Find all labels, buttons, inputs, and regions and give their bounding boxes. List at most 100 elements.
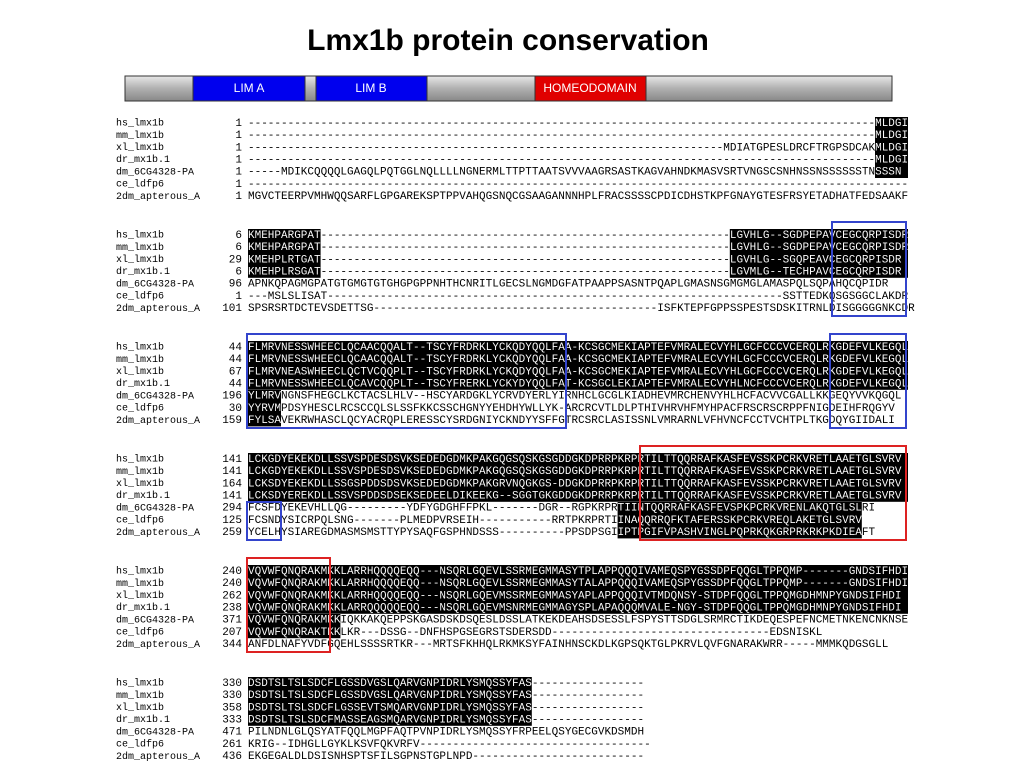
species-name: mm_lmx1b xyxy=(116,354,164,366)
start-position: 1 xyxy=(235,167,242,179)
domain-label: HOMEODOMAIN xyxy=(543,81,636,95)
domain-label: LIM B xyxy=(355,81,386,95)
conserved-shading xyxy=(248,389,281,427)
start-position: 67 xyxy=(229,366,242,378)
start-position: 6 xyxy=(235,267,242,279)
sequence: ----------------------------------------… xyxy=(248,142,908,154)
sequence: SPSRSRTDCTEVSDETTSG---------------------… xyxy=(248,303,915,315)
homeodomain xyxy=(534,75,647,102)
start-position: 333 xyxy=(222,715,242,727)
start-position: 1 xyxy=(235,191,242,203)
species-name: hs_lmx1b xyxy=(116,230,164,242)
species-name: 2dm_apterous_A xyxy=(116,191,200,203)
start-position: 101 xyxy=(222,303,242,315)
sequence: ----------------------------------------… xyxy=(248,155,908,167)
start-position: 240 xyxy=(222,566,242,578)
species-name: hs_lmx1b xyxy=(116,342,164,354)
start-position: 164 xyxy=(222,478,242,490)
conserved-shading xyxy=(248,613,341,639)
species-name: ce_ldfp6 xyxy=(116,515,164,527)
sequence: KRIG--IDHGLLGYKLKSVFQKVRFV--------------… xyxy=(248,739,651,751)
lim-a-domain xyxy=(192,75,306,102)
sequence: EKGEGALDLDSISNHSPTSFILSGPNSTGPLNPD------… xyxy=(248,751,644,763)
species-name: xl_lmx1b xyxy=(116,478,164,490)
species-name: mm_lmx1b xyxy=(116,242,164,254)
sequence: VQVWFQNQRAKMKKIQKKAKQEPPSKGASDSKDSQESLDS… xyxy=(248,615,909,627)
start-position: 371 xyxy=(222,615,242,627)
sequence: ---MSLSLISAT----------------------------… xyxy=(248,291,909,303)
species-name: ce_ldfp6 xyxy=(116,403,164,415)
conserved-shading xyxy=(248,229,321,278)
start-position: 125 xyxy=(222,515,242,527)
sequence: -----MDIKCQQQQLGAGQLPQTGGLNQLLLLNGNERMLT… xyxy=(248,167,902,179)
species-name: 2dm_apterous_A xyxy=(116,303,200,315)
start-position: 44 xyxy=(229,342,243,354)
homeodomain-box xyxy=(246,557,331,653)
species-name: dm_6CG4328-PA xyxy=(116,166,194,178)
species-name: hs_lmx1b xyxy=(116,118,164,130)
species-name: ce_ldfp6 xyxy=(116,627,164,639)
species-name: mm_lmx1b xyxy=(116,690,164,702)
species-name: dm_6CG4328-PA xyxy=(116,390,194,402)
start-position: 240 xyxy=(222,578,242,590)
sequence: APNKQPAGMGPATGTGMGTGTGHGPGPPNHTHCNRITLGE… xyxy=(248,279,889,291)
start-position: 1 xyxy=(235,130,242,142)
sequence: YLMRVNGNSFHEGCLKCTACSLHLV--HSCYARDGKLYCR… xyxy=(248,391,902,403)
start-position: 261 xyxy=(222,739,242,751)
motif-box xyxy=(831,221,907,317)
species-name: xl_lmx1b xyxy=(116,254,164,266)
start-position: 1 xyxy=(235,179,242,191)
sequence: YYRVMPDSYHESCLRCSCCQLSLSSFKKCSSCHGNYYEHD… xyxy=(248,403,895,415)
conserved-shading xyxy=(617,501,862,539)
start-position: 44 xyxy=(229,379,243,391)
species-name: 2dm_apterous_A xyxy=(116,639,200,651)
start-position: 29 xyxy=(229,254,242,266)
species-name: dr_mx1b.1 xyxy=(116,490,170,502)
conserved-shading xyxy=(248,677,532,726)
start-position: 141 xyxy=(222,454,242,466)
species-name: 2dm_apterous_A xyxy=(116,751,200,763)
species-name: hs_lmx1b xyxy=(116,454,164,466)
start-position: 259 xyxy=(222,527,242,539)
species-name: dm_6CG4328-PA xyxy=(116,278,194,290)
start-position: 96 xyxy=(229,279,242,291)
start-position: 141 xyxy=(222,491,242,503)
start-position: 344 xyxy=(222,639,242,651)
start-position: 6 xyxy=(235,230,242,242)
start-position: 159 xyxy=(222,415,242,427)
sequence: ----------------------------------------… xyxy=(248,179,908,191)
species-name: 2dm_apterous_A xyxy=(116,415,200,427)
homeodomain-box xyxy=(639,445,907,541)
start-position: 436 xyxy=(222,751,242,763)
motif-box xyxy=(829,333,907,429)
sequence: ANFDLNAFYVDFGQEHLSSSSRTKR---MRTSFKHHQLRK… xyxy=(248,639,888,651)
start-position: 262 xyxy=(222,590,242,602)
species-name: mm_lmx1b xyxy=(116,578,164,590)
conserved-shading xyxy=(248,453,908,502)
species-name: hs_lmx1b xyxy=(116,566,164,578)
species-name: hs_lmx1b xyxy=(116,678,164,690)
start-position: 471 xyxy=(222,727,242,739)
species-name: dr_mx1b.1 xyxy=(116,602,170,614)
domain-label: LIM A xyxy=(234,81,265,95)
title: Lmx1b protein conservation xyxy=(307,24,709,57)
species-name: xl_lmx1b xyxy=(116,702,164,714)
sequence: ----------------------------------------… xyxy=(248,130,908,142)
species-name: ce_ldfp6 xyxy=(116,739,164,751)
sequence: ----------------------------------------… xyxy=(248,118,908,130)
species-name: mm_lmx1b xyxy=(116,466,164,478)
start-position: 1 xyxy=(235,291,242,303)
conserved-shading xyxy=(729,229,908,278)
species-name: xl_lmx1b xyxy=(116,366,164,378)
start-position: 207 xyxy=(222,627,242,639)
lim-b-domain xyxy=(315,75,428,102)
species-name: dr_mx1b.1 xyxy=(116,714,170,726)
motif-box xyxy=(246,501,282,541)
species-name: 2dm_apterous_A xyxy=(116,527,200,539)
species-name: dr_mx1b.1 xyxy=(116,266,170,278)
sequence: FYLSAVEKRWHASCLQCYACRQPLERESSCYSRDGNIYCK… xyxy=(248,415,895,427)
start-position: 358 xyxy=(222,702,242,714)
start-position: 141 xyxy=(222,466,242,478)
conserved-shading xyxy=(248,341,908,390)
start-position: 196 xyxy=(222,391,242,403)
